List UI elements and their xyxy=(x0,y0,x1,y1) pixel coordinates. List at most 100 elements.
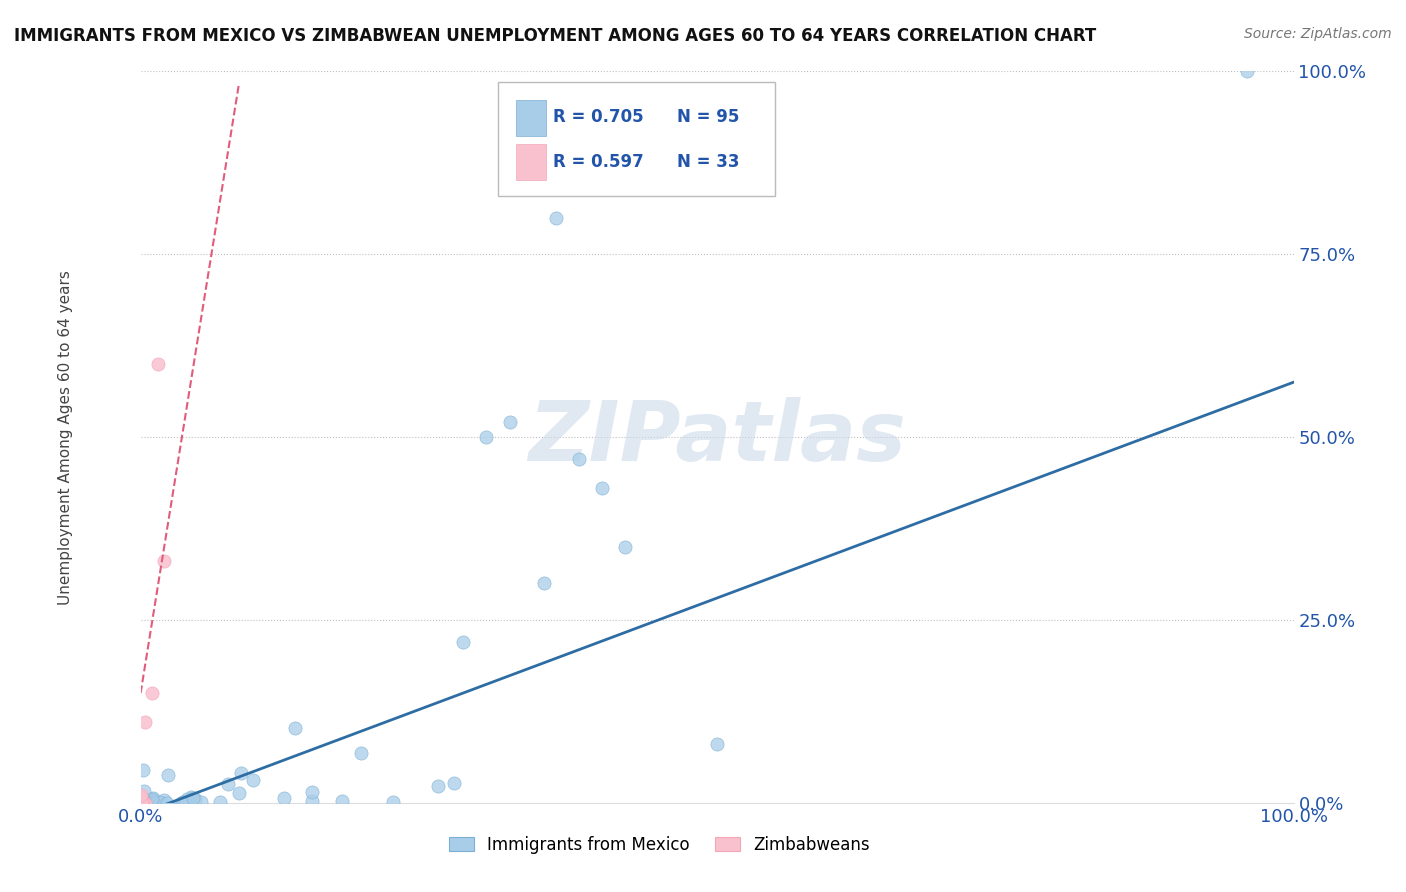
Point xyxy=(129,795,152,809)
Point xyxy=(149,795,172,809)
Point xyxy=(208,795,231,809)
Point xyxy=(139,796,162,810)
Point xyxy=(129,796,152,810)
Point xyxy=(141,793,163,807)
Point xyxy=(301,785,323,799)
Text: N = 33: N = 33 xyxy=(676,153,740,170)
Point xyxy=(131,796,153,810)
Text: IMMIGRANTS FROM MEXICO VS ZIMBABWEAN UNEMPLOYMENT AMONG AGES 60 TO 64 YEARS CORR: IMMIGRANTS FROM MEXICO VS ZIMBABWEAN UNE… xyxy=(14,27,1097,45)
Point xyxy=(138,796,160,810)
Point xyxy=(132,796,155,810)
Point xyxy=(135,796,157,810)
Point xyxy=(284,721,307,735)
Point xyxy=(190,795,212,809)
Point xyxy=(135,796,157,810)
Point xyxy=(217,776,239,790)
Point xyxy=(134,793,156,807)
Point xyxy=(591,481,613,495)
Point xyxy=(129,791,152,805)
Point xyxy=(131,796,153,810)
Point xyxy=(132,796,155,810)
Point xyxy=(134,796,156,810)
Point xyxy=(136,796,159,810)
Point xyxy=(136,796,159,810)
Point xyxy=(426,780,449,794)
Point xyxy=(134,793,156,807)
Point xyxy=(129,795,152,809)
Point xyxy=(273,790,295,805)
Point xyxy=(131,794,153,808)
Point xyxy=(129,796,152,810)
Point xyxy=(183,791,205,805)
Point xyxy=(146,357,169,371)
Point xyxy=(149,796,172,810)
Point xyxy=(1236,64,1258,78)
Point xyxy=(129,796,152,810)
Point xyxy=(129,796,152,810)
Point xyxy=(443,776,465,790)
Point xyxy=(129,796,152,810)
Point xyxy=(141,686,163,700)
FancyBboxPatch shape xyxy=(516,100,547,136)
Point xyxy=(172,795,194,809)
Point xyxy=(129,793,152,807)
Text: R = 0.705: R = 0.705 xyxy=(554,108,644,127)
Point xyxy=(544,211,567,225)
Point xyxy=(141,796,163,810)
Point xyxy=(301,794,323,808)
Point xyxy=(129,794,152,808)
Point xyxy=(131,796,153,810)
Point xyxy=(131,796,153,810)
Point xyxy=(129,794,152,808)
Point xyxy=(129,795,152,809)
Point xyxy=(139,796,162,810)
Point xyxy=(132,796,155,810)
Point xyxy=(131,796,153,810)
Point xyxy=(131,791,153,805)
Point xyxy=(132,796,155,810)
Point xyxy=(129,791,152,805)
Point xyxy=(143,796,166,810)
Point xyxy=(228,786,250,800)
Point xyxy=(129,796,152,810)
Point xyxy=(129,796,152,810)
Point xyxy=(129,796,152,810)
Point xyxy=(139,796,162,810)
Point xyxy=(169,796,191,810)
Point xyxy=(141,792,163,806)
Point xyxy=(330,794,353,808)
Point xyxy=(134,794,156,808)
Point xyxy=(142,795,165,809)
Text: Source: ZipAtlas.com: Source: ZipAtlas.com xyxy=(1244,27,1392,41)
Point xyxy=(129,796,152,810)
Point xyxy=(129,794,152,808)
Point xyxy=(129,792,152,806)
Point xyxy=(229,765,252,780)
Point xyxy=(176,792,198,806)
Legend: Immigrants from Mexico, Zimbabweans: Immigrants from Mexico, Zimbabweans xyxy=(443,829,876,860)
Point xyxy=(156,768,179,782)
Point xyxy=(142,790,165,805)
Point xyxy=(129,796,152,810)
Point xyxy=(135,795,157,809)
Point xyxy=(143,796,166,810)
Point xyxy=(129,796,152,810)
Point xyxy=(129,796,152,810)
Text: R = 0.597: R = 0.597 xyxy=(554,153,644,170)
Point xyxy=(132,796,155,810)
Point xyxy=(132,796,155,810)
Point xyxy=(350,746,373,760)
Point xyxy=(475,430,498,444)
Point xyxy=(136,796,159,810)
Point xyxy=(613,540,636,554)
Point xyxy=(134,796,156,810)
Text: ZIPatlas: ZIPatlas xyxy=(529,397,905,477)
Point xyxy=(152,554,174,568)
Point xyxy=(131,796,153,810)
Point xyxy=(156,796,179,810)
Point xyxy=(146,796,169,810)
FancyBboxPatch shape xyxy=(498,82,775,195)
Text: N = 95: N = 95 xyxy=(676,108,740,127)
Point xyxy=(132,796,155,810)
Point xyxy=(129,795,152,809)
